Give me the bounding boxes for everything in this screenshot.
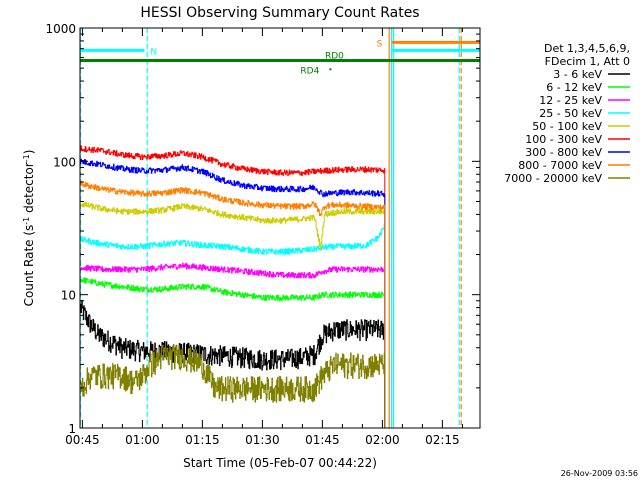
y-axis-label-sup2: -1: [22, 154, 31, 162]
series-line-6: [80, 145, 386, 177]
legend-entry-label: 300 - 800 keV: [525, 146, 602, 159]
legend-entry-label: 12 - 25 keV: [539, 94, 602, 107]
y-axis-label-part2: detector: [22, 162, 36, 217]
series-line-5: [80, 201, 386, 250]
legend-entry-label: 6 - 12 keV: [546, 81, 602, 94]
legend-entry-label: 800 - 7000 keV: [518, 159, 602, 172]
flag-bars: N S RD0 RD4: [80, 39, 480, 76]
x-tick-label: 00:45: [65, 433, 100, 447]
chart-title: HESSI Observing Summary Count Rates: [140, 5, 419, 21]
y-axis-label-part3: ): [22, 150, 36, 155]
x-tick-label: 01:00: [125, 433, 160, 447]
decim-flag-label: RD4: [300, 66, 319, 76]
decim-flag-label: RD0: [325, 52, 344, 62]
x-axis-label: Start Time (05-Feb-07 00:44:22): [183, 456, 377, 470]
legend-entry-label: 100 - 300 keV: [525, 133, 602, 146]
series-line-2: [80, 277, 386, 302]
y-axis-label: Count Rate (s-1 detector-1): [22, 150, 36, 307]
x-tick-label: 02:15: [425, 433, 460, 447]
y-tick-label: 100: [53, 155, 76, 169]
saa-flag-label: S: [377, 39, 383, 49]
series-line-4: [80, 223, 386, 256]
series-line-7: [80, 158, 386, 198]
y-tick-label: 1000: [45, 22, 76, 36]
legend-header: FDecim 1, Att 0: [545, 55, 630, 68]
series-line-3: [80, 262, 386, 279]
x-tick-label: 01:30: [245, 433, 280, 447]
legend-entry-label: 25 - 50 keV: [539, 107, 602, 120]
y-axis-label-sup1: -1: [22, 217, 31, 225]
series-line-1: [80, 300, 386, 371]
legend-header: Det 1,3,4,5,6,9,: [544, 42, 630, 55]
series-line-9: [80, 343, 386, 403]
y-tick-label: 1: [68, 422, 76, 436]
legend-entry-label: 50 - 100 keV: [532, 120, 602, 133]
series-line-8: [80, 180, 386, 216]
x-tick-label: 02:00: [365, 433, 400, 447]
saa-flag-label: N: [150, 47, 157, 57]
legend-entry-label: 7000 - 20000 keV: [504, 172, 602, 185]
legend-entry-label: 3 - 6 keV: [553, 68, 602, 81]
timestamp-stamp: 26-Nov-2009 03:56: [561, 469, 638, 478]
plot-frame: [79, 27, 481, 429]
axis-ticks: 00:45 01:00 01:15 01:30 01:45 02:00 02:15 1 10 10…: [45, 22, 480, 447]
y-tick-label: 10: [61, 289, 76, 303]
x-tick-label: 01:15: [185, 433, 220, 447]
legend: Det 1,3,4,5,6,9,FDecim 1, Att 03 - 6 keV…: [504, 42, 630, 185]
x-tick-label: 01:45: [305, 433, 340, 447]
series-lines: [80, 145, 386, 428]
decim-flag-dot: [329, 68, 332, 71]
y-axis-label-part1: Count Rate (s: [22, 225, 36, 307]
